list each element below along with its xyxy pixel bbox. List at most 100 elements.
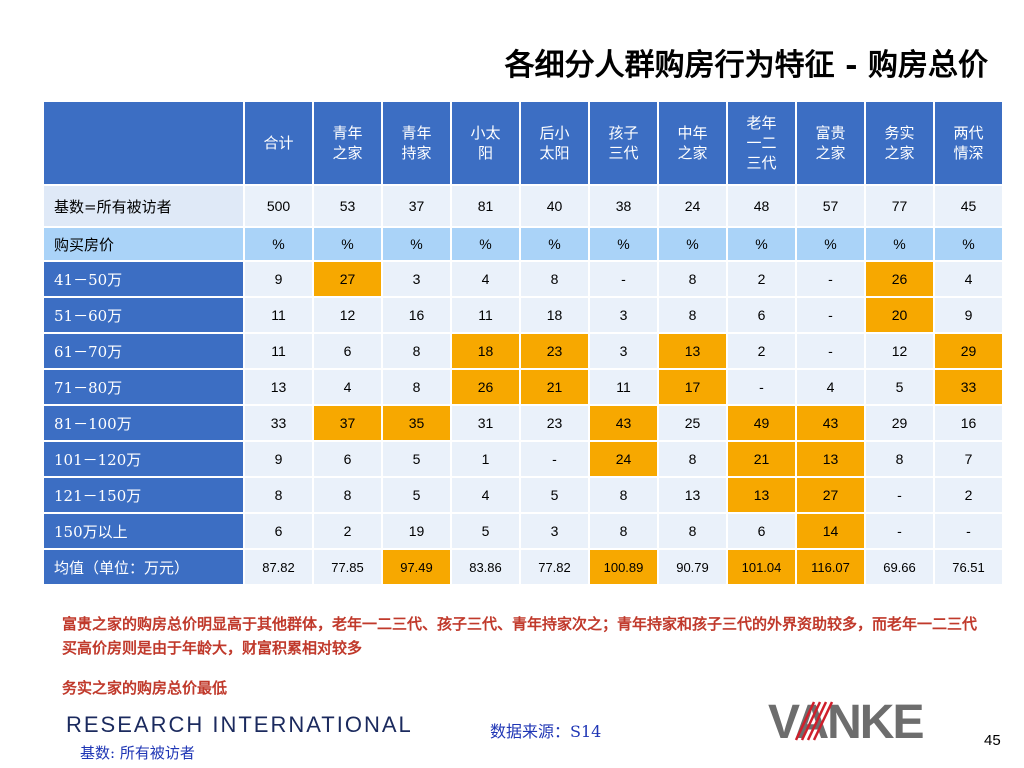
table-cell: %	[726, 226, 797, 262]
table-cell: 4	[933, 260, 1004, 298]
table-cell: 6	[726, 512, 797, 550]
table-cell: 3	[588, 296, 659, 334]
column-header-1: 青年之家	[312, 100, 383, 186]
table-body: 基数=所有被访者 500 53 37 81 40 38 24 48 57 77 45 购买房价%%%%%…	[42, 184, 1004, 586]
table-cell: 8	[519, 260, 590, 298]
column-header-0: 合计	[243, 100, 314, 186]
conclusion-note-2: 务实之家的购房总价最低	[62, 679, 228, 697]
table-cell: %	[795, 226, 866, 262]
page-number: 45	[984, 732, 1001, 749]
table-row: 121－150万 8 8 5 4 5 8 13 13 27-2	[42, 476, 1004, 514]
row-label: 101－120万	[42, 440, 245, 478]
table-cell: 16	[933, 404, 1004, 442]
table-cell: 6	[726, 296, 797, 334]
table-cell: 21	[726, 440, 797, 478]
page-title: 各细分人群购房行为特征 - 购房总价	[504, 48, 988, 83]
table-cell: 45	[933, 184, 1004, 228]
table-cell: 8	[657, 296, 728, 334]
table-cell: 90.79	[657, 548, 728, 586]
table-cell: 31	[450, 404, 521, 442]
table-cell: 8	[657, 260, 728, 298]
table-cell: -	[864, 512, 935, 550]
table-row: 101－120万 9 6 5 1-24 8 21 13 8 7	[42, 440, 1004, 478]
table-cell: 4	[450, 476, 521, 514]
table-cell: 13	[726, 476, 797, 514]
table-cell: 83.86	[450, 548, 521, 586]
row-label: 150万以上	[42, 512, 245, 550]
table-cell: 8	[588, 512, 659, 550]
table-cell: %	[933, 226, 1004, 262]
table-cell: %	[381, 226, 452, 262]
table-cell: 11	[243, 296, 314, 334]
table-cell: 17	[657, 368, 728, 406]
table-cell: 2	[312, 512, 383, 550]
table-cell: 2	[726, 332, 797, 370]
column-header-6: 中年之家	[657, 100, 728, 186]
vanke-logo-graphic: VANKE	[768, 696, 925, 749]
row-label: 51－60万	[42, 296, 245, 334]
table-cell: 100.89	[588, 548, 659, 586]
table-row: 41－50万 9 27 3 4 8-8 2-26 4	[42, 260, 1004, 298]
table-cell: 6	[312, 332, 383, 370]
row-label: 121－150万	[42, 476, 245, 514]
table-cell: 9	[243, 260, 314, 298]
table-cell: 18	[450, 332, 521, 370]
table-cell: -	[864, 476, 935, 514]
table-row: 基数=所有被访者 500 53 37 81 40 38 24 48 57 77 45	[42, 184, 1004, 228]
table-cell: %	[657, 226, 728, 262]
table-cell: -	[933, 512, 1004, 550]
column-header-5: 孩子三代	[588, 100, 659, 186]
table-cell: 18	[519, 296, 590, 334]
table-cell: 13	[243, 368, 314, 406]
table-row: 150万以上 6 2 19 5 3 8 8 6 14- -	[42, 512, 1004, 550]
column-header-2: 青年持家	[381, 100, 452, 186]
table-cell: 97.49	[381, 548, 452, 586]
table-cell: 77.82	[519, 548, 590, 586]
table-cell: 16	[381, 296, 452, 334]
table-cell: 77	[864, 184, 935, 228]
table-row: 81－100万 33 37 35 31 23 43 25 49 43 29 16	[42, 404, 1004, 442]
table-cell: 48	[726, 184, 797, 228]
table-cell: 40	[519, 184, 590, 228]
table-cell: 26	[450, 368, 521, 406]
row-label: 基数=所有被访者	[42, 184, 245, 228]
table-cell: 14	[795, 512, 866, 550]
table-cell: 5	[381, 476, 452, 514]
table-cell: -	[795, 296, 866, 334]
table-cell: 8	[381, 368, 452, 406]
table-cell: %	[312, 226, 383, 262]
table-cell: 9	[243, 440, 314, 478]
table-cell: 21	[519, 368, 590, 406]
table-cell: 11	[588, 368, 659, 406]
table-cell: 19	[381, 512, 452, 550]
table-cell: 8	[657, 440, 728, 478]
table-cell: 35	[381, 404, 452, 442]
table-cell: 5	[450, 512, 521, 550]
table-cell: 1	[450, 440, 521, 478]
table-cell: 23	[519, 404, 590, 442]
table-cell: 2	[726, 260, 797, 298]
table-cell: 3	[381, 260, 452, 298]
table-cell: 25	[657, 404, 728, 442]
table-cell: 8	[312, 476, 383, 514]
table-cell: 20	[864, 296, 935, 334]
table-cell: 43	[588, 404, 659, 442]
column-header-3: 小太阳	[450, 100, 521, 186]
table-row: 71－80万 13 4 8 26 21 11 17-4 5 33	[42, 368, 1004, 406]
column-header-8: 富贵之家	[795, 100, 866, 186]
row-label: 41－50万	[42, 260, 245, 298]
table-cell: 3	[519, 512, 590, 550]
table-cell: 77.85	[312, 548, 383, 586]
column-header-4: 后小太阳	[519, 100, 590, 186]
table-cell: 3	[588, 332, 659, 370]
table-cell: 4	[312, 368, 383, 406]
column-header-7: 老年一二三代	[726, 100, 797, 186]
table-row: 购买房价%%%%%%%%%%%	[42, 226, 1004, 262]
table-cell: 49	[726, 404, 797, 442]
data-source: 数据来源：S14	[490, 722, 602, 741]
table-cell: 9	[933, 296, 1004, 334]
row-label: 购买房价	[42, 226, 245, 262]
table-cell: 69.66	[864, 548, 935, 586]
table-cell: 8	[657, 512, 728, 550]
table-cell: 13	[657, 476, 728, 514]
